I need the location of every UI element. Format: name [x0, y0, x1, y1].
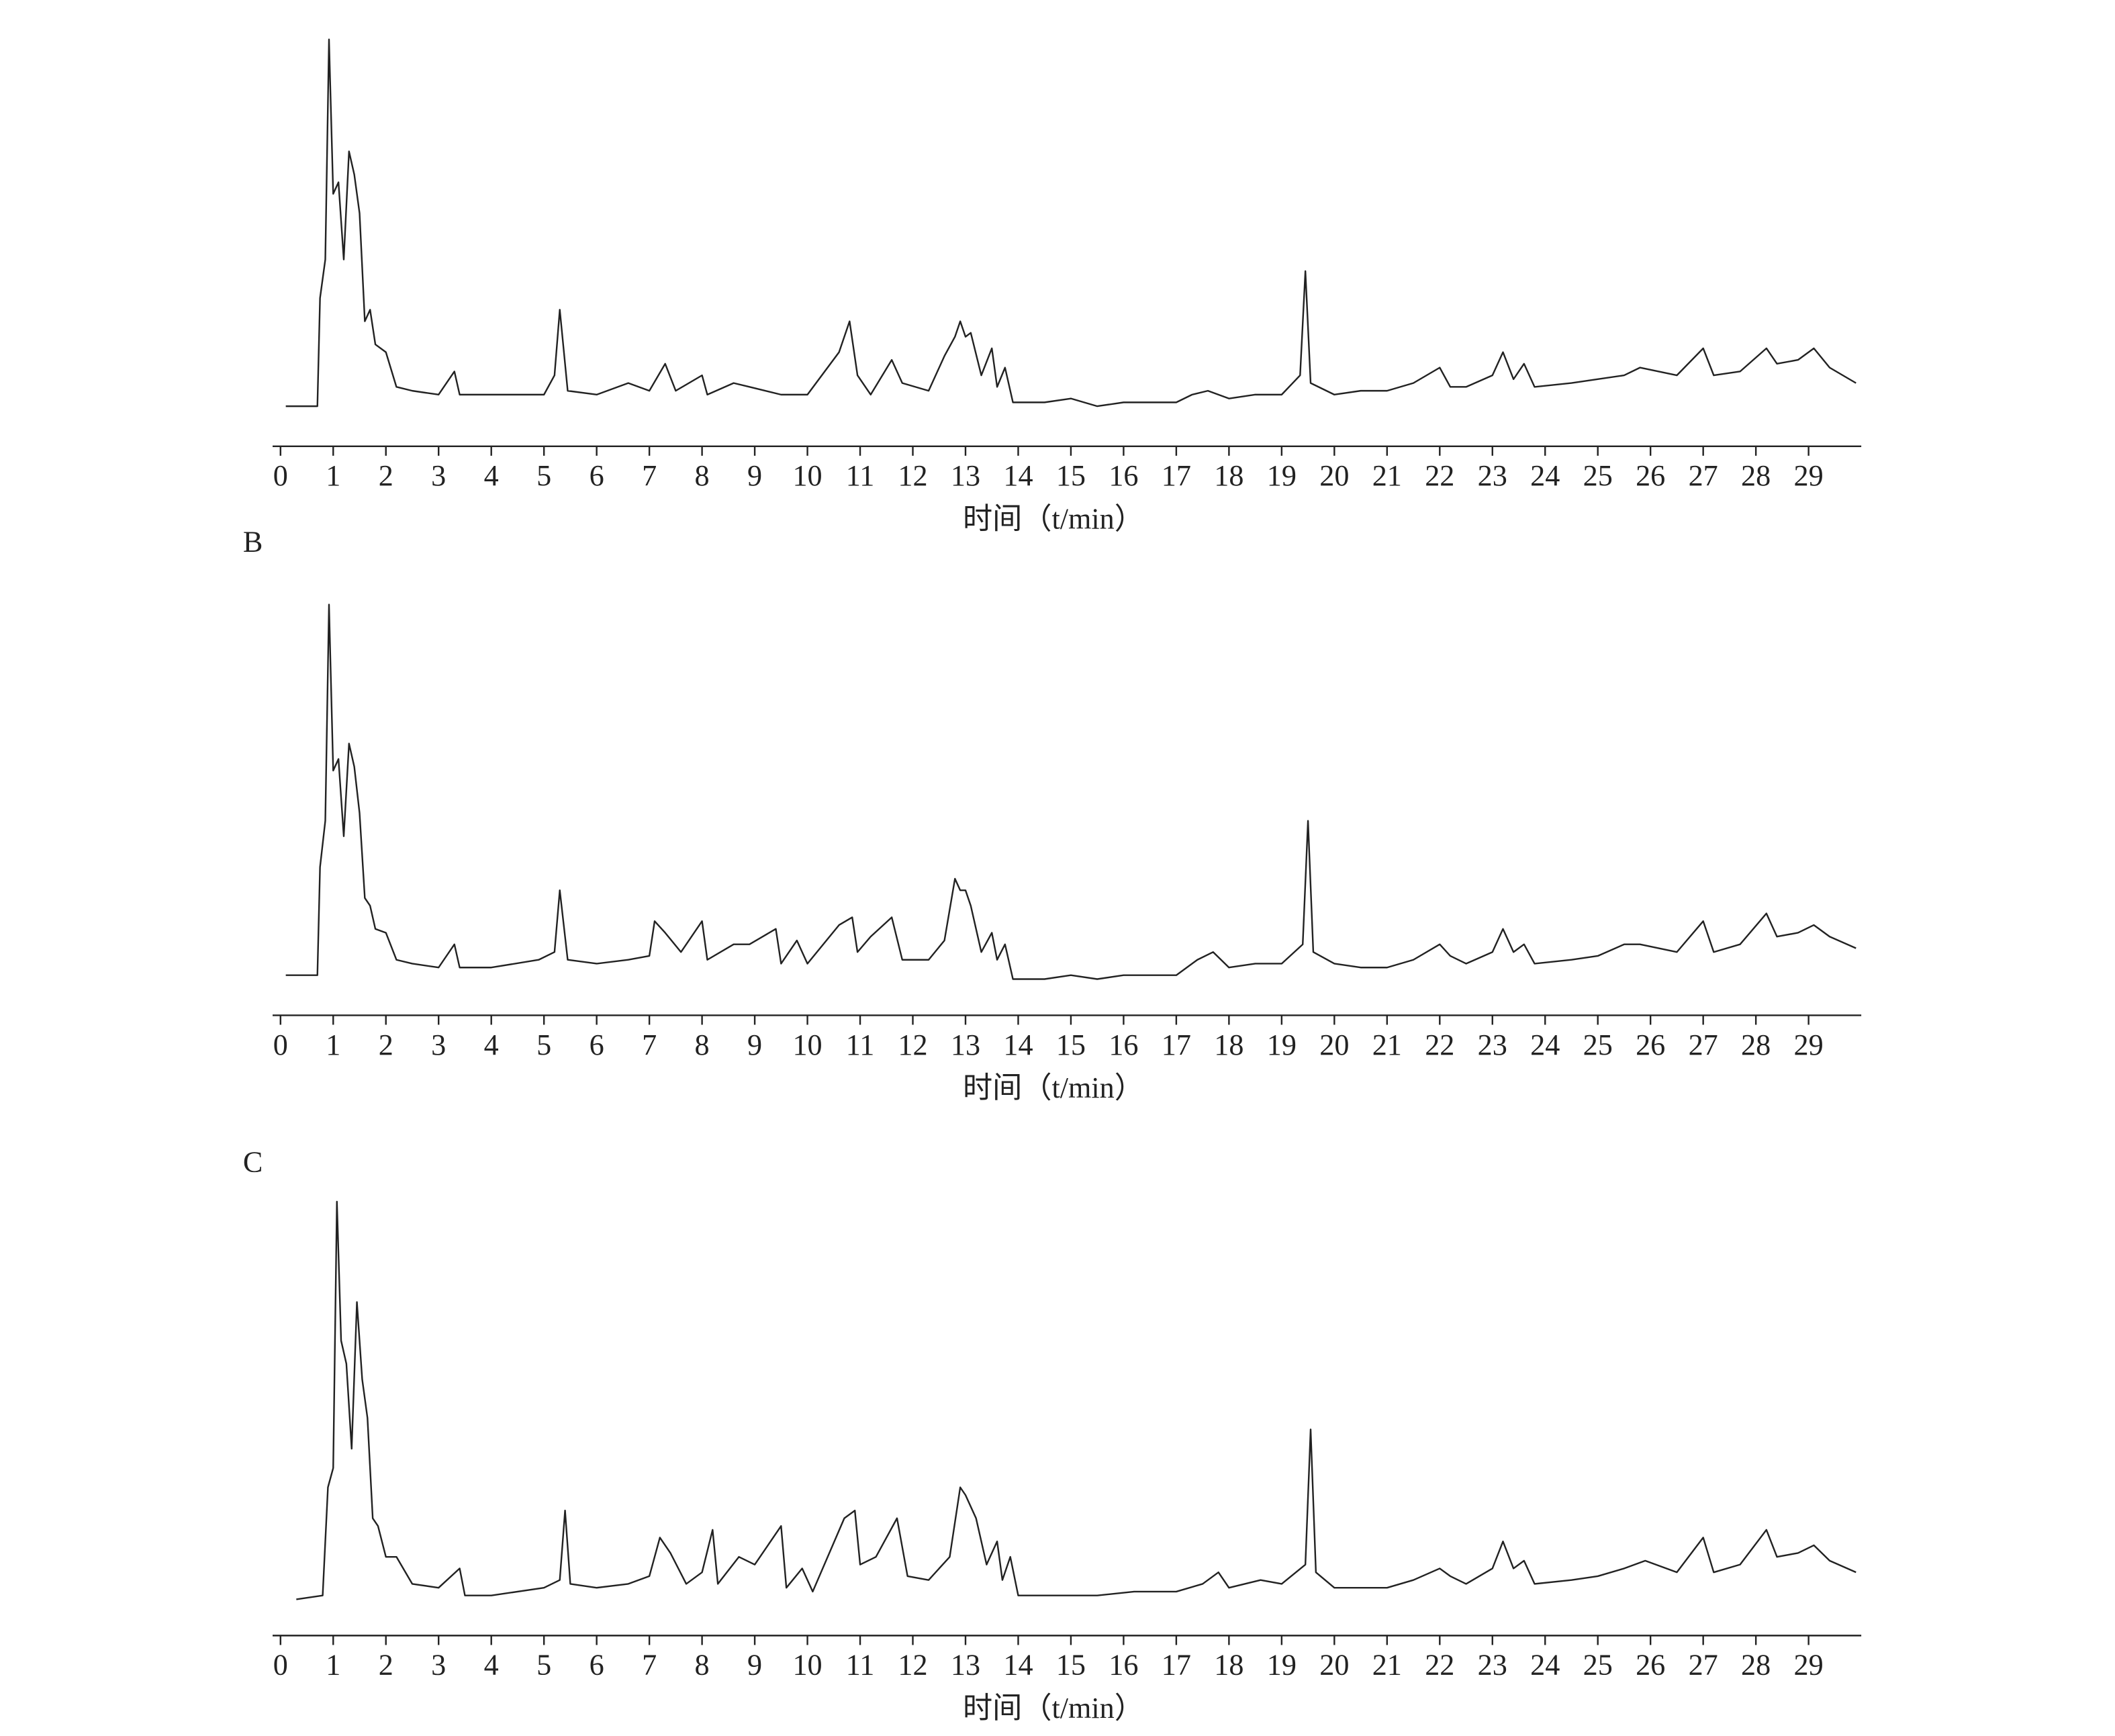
x-tick-label: 3 — [431, 1649, 446, 1682]
x-tick-label: 12 — [898, 1649, 927, 1682]
x-tick-label: 6 — [590, 1649, 604, 1682]
x-tick-label: 12 — [898, 1028, 927, 1061]
x-tick-label: 18 — [1214, 459, 1243, 492]
x-tick-label: 5 — [536, 1649, 551, 1682]
x-tick-label: 8 — [695, 1649, 710, 1682]
x-tick-label: 2 — [379, 459, 393, 492]
x-tick-label: 19 — [1267, 1028, 1297, 1061]
x-tick-label: 16 — [1109, 1028, 1138, 1061]
x-tick-label: 17 — [1162, 1028, 1191, 1061]
x-tick-label: 13 — [951, 1028, 980, 1061]
x-tick-label: 7 — [642, 1028, 657, 1061]
x-tick-label: 9 — [747, 1649, 762, 1682]
x-tick-label: 26 — [1636, 1649, 1665, 1682]
x-tick-label: 29 — [1794, 1028, 1824, 1061]
x-tick-label: 21 — [1372, 1028, 1402, 1061]
x-tick-label: 14 — [1003, 1649, 1033, 1682]
x-tick-label: 15 — [1056, 459, 1086, 492]
x-tick-label: 14 — [1003, 1028, 1033, 1061]
x-tick-label: 27 — [1689, 459, 1718, 492]
x-tick-label: 2 — [379, 1649, 393, 1682]
x-tick-label: 8 — [695, 459, 710, 492]
x-tick-label: 14 — [1003, 459, 1033, 492]
panel-label: B — [243, 526, 263, 559]
x-tick-label: 17 — [1162, 1649, 1191, 1682]
x-tick-label: 25 — [1583, 459, 1613, 492]
x-tick-label: 25 — [1583, 1649, 1613, 1682]
x-tick-label: 28 — [1741, 1649, 1771, 1682]
x-tick-label: 1 — [326, 459, 340, 492]
x-tick-label: 23 — [1478, 1028, 1507, 1061]
x-tick-label: 11 — [846, 1028, 875, 1061]
x-tick-label: 0 — [273, 459, 288, 492]
x-tick-label: 19 — [1267, 459, 1297, 492]
x-tick-label: 10 — [792, 1028, 822, 1061]
x-tick-label: 9 — [747, 459, 762, 492]
x-axis-label: 时间（t/min） — [963, 1692, 1144, 1725]
x-tick-label: 19 — [1267, 1649, 1297, 1682]
x-tick-label: 24 — [1530, 1028, 1560, 1061]
x-tick-label: 20 — [1319, 459, 1349, 492]
x-tick-label: 15 — [1056, 1649, 1086, 1682]
x-tick-label: 11 — [846, 459, 875, 492]
x-tick-label: 29 — [1794, 1649, 1824, 1682]
x-tick-label: 28 — [1741, 1028, 1771, 1061]
x-tick-label: 0 — [273, 1649, 288, 1682]
x-tick-label: 17 — [1162, 459, 1191, 492]
x-tick-label: 27 — [1689, 1649, 1718, 1682]
x-tick-label: 22 — [1425, 459, 1454, 492]
chromatogram-trace — [285, 38, 1856, 407]
x-tick-label: 22 — [1425, 1028, 1454, 1061]
x-tick-label: 24 — [1530, 459, 1560, 492]
x-tick-label: 29 — [1794, 459, 1824, 492]
x-tick-label: 10 — [792, 1649, 822, 1682]
x-tick-label: 24 — [1530, 1649, 1560, 1682]
x-tick-label: 1 — [326, 1649, 340, 1682]
x-tick-label: 6 — [590, 459, 604, 492]
x-tick-label: 7 — [642, 459, 657, 492]
x-tick-label: 5 — [536, 1028, 551, 1061]
x-tick-label: 10 — [792, 459, 822, 492]
x-tick-label: 21 — [1372, 459, 1402, 492]
x-tick-label: 26 — [1636, 1028, 1665, 1061]
x-tick-label: 13 — [951, 459, 980, 492]
x-tick-label: 18 — [1214, 1649, 1243, 1682]
x-tick-label: 25 — [1583, 1028, 1613, 1061]
x-tick-label: 3 — [431, 459, 446, 492]
x-tick-label: 4 — [484, 459, 499, 492]
x-tick-label: 16 — [1109, 1649, 1138, 1682]
x-tick-label: 18 — [1214, 1028, 1243, 1061]
x-tick-label: 1 — [326, 1028, 340, 1061]
panel-label: C — [243, 1146, 263, 1179]
x-tick-label: 26 — [1636, 459, 1665, 492]
x-axis-label: 时间（t/min） — [963, 502, 1144, 535]
x-tick-label: 28 — [1741, 459, 1771, 492]
x-tick-label: 22 — [1425, 1649, 1454, 1682]
chromatogram-trace — [296, 1200, 1856, 1600]
x-tick-label: 20 — [1319, 1028, 1349, 1061]
x-tick-label: 21 — [1372, 1649, 1402, 1682]
x-tick-label: 0 — [273, 1028, 288, 1061]
x-tick-label: 16 — [1109, 459, 1138, 492]
x-tick-label: 3 — [431, 1028, 446, 1061]
x-tick-label: 13 — [951, 1649, 980, 1682]
x-tick-label: 27 — [1689, 1028, 1718, 1061]
x-tick-label: 2 — [379, 1028, 393, 1061]
x-tick-label: 7 — [642, 1649, 657, 1682]
x-tick-label: 23 — [1478, 1649, 1507, 1682]
x-tick-label: 4 — [484, 1028, 499, 1061]
x-tick-label: 8 — [695, 1028, 710, 1061]
chromatogram-trace — [285, 604, 1856, 980]
x-tick-label: 23 — [1478, 459, 1507, 492]
x-tick-label: 15 — [1056, 1028, 1086, 1061]
x-tick-label: 9 — [747, 1028, 762, 1061]
x-tick-label: 6 — [590, 1028, 604, 1061]
x-tick-label: 12 — [898, 459, 927, 492]
x-tick-label: 5 — [536, 459, 551, 492]
x-tick-label: 11 — [846, 1649, 875, 1682]
x-tick-label: 4 — [484, 1649, 499, 1682]
x-tick-label: 20 — [1319, 1649, 1349, 1682]
x-axis-label: 时间（t/min） — [963, 1071, 1144, 1104]
